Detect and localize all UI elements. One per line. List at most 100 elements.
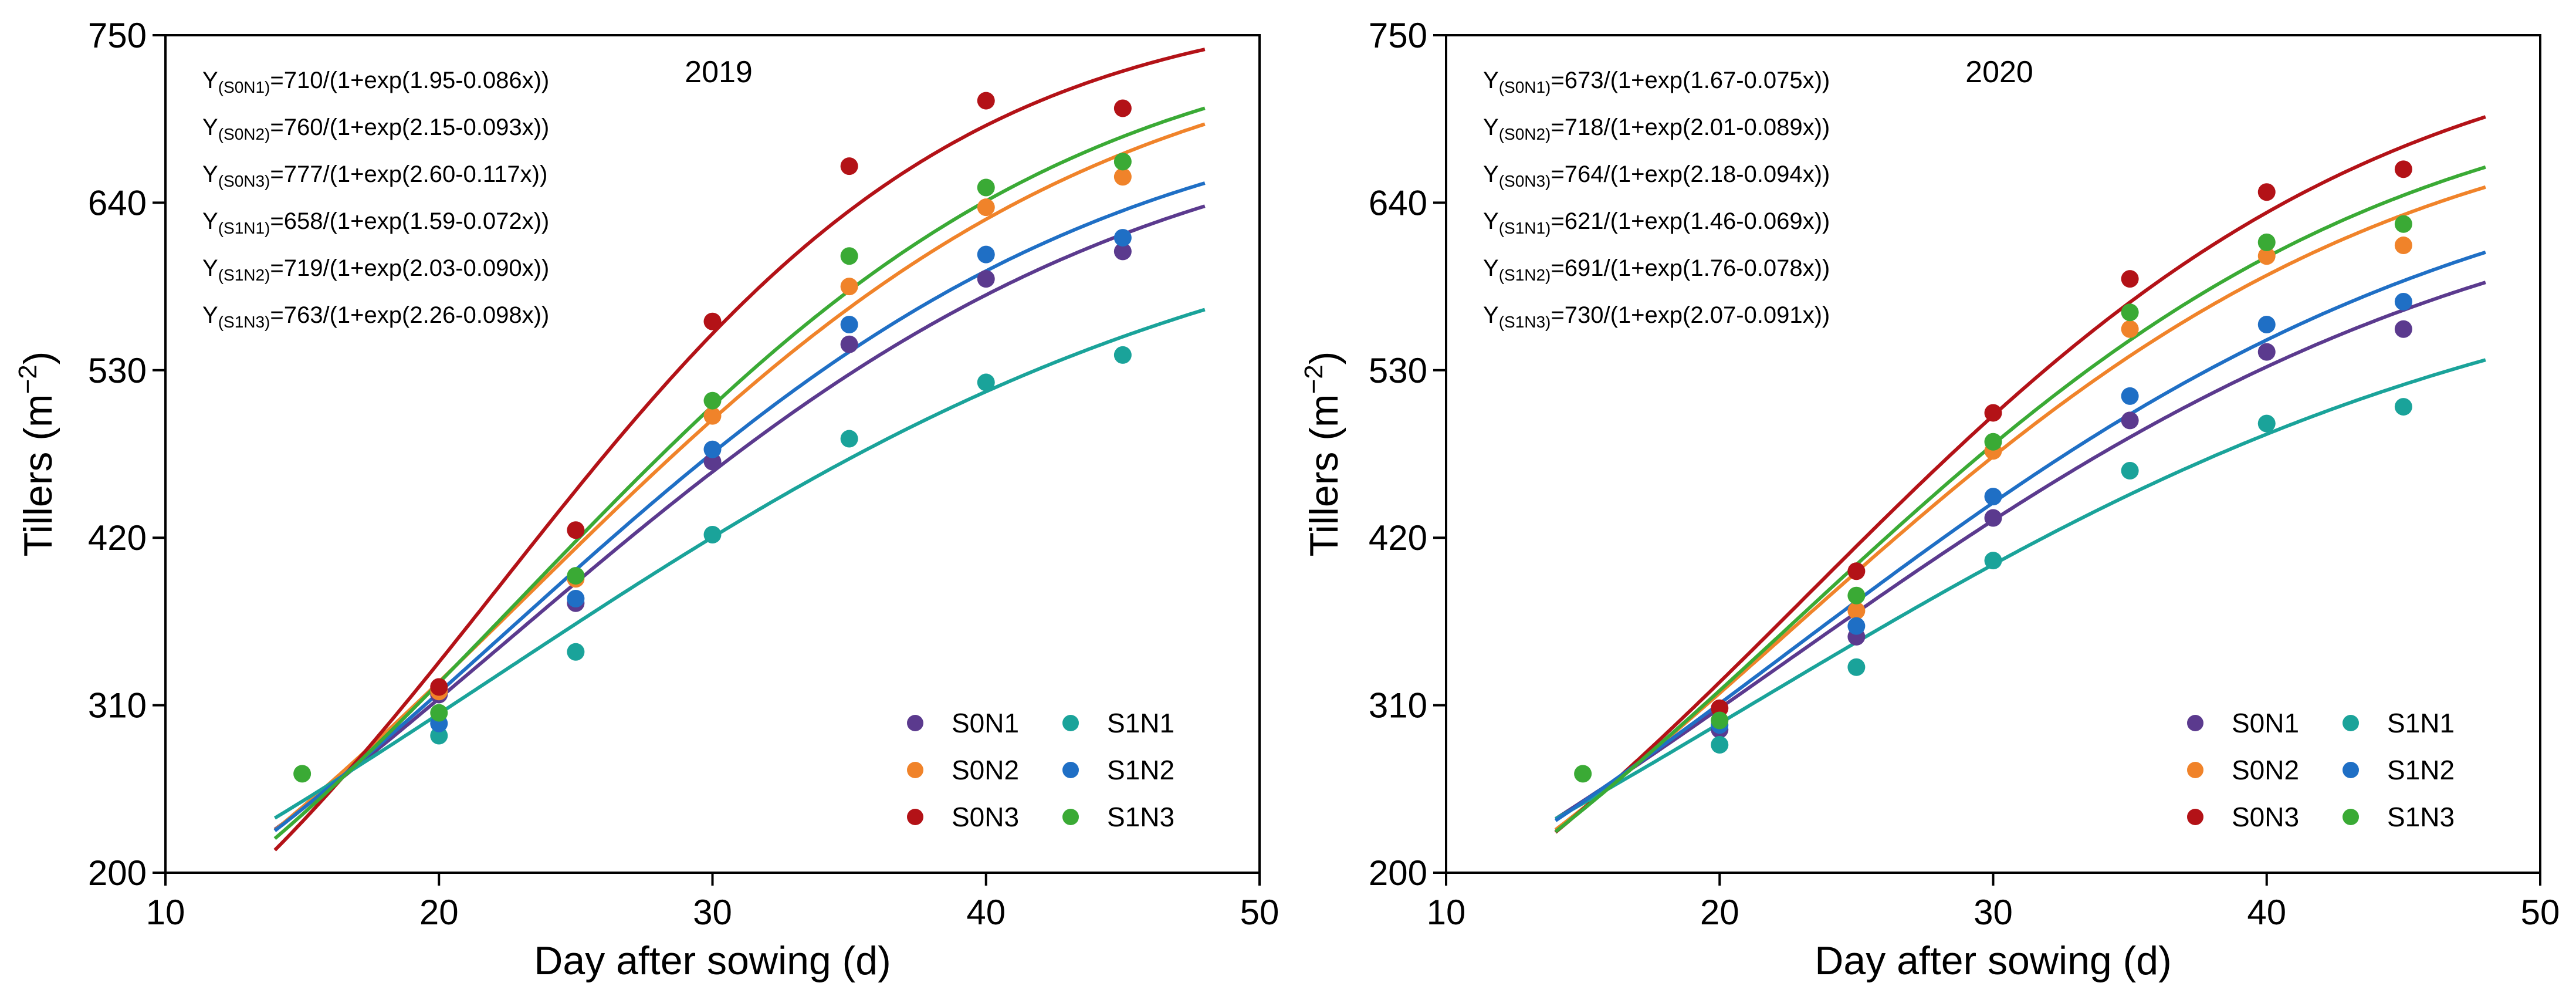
model-equation: Y(S0N3)=764/(1+exp(2.18-0.094x)) <box>1483 161 1830 190</box>
data-point-S1N2-35 <box>2121 387 2139 405</box>
data-point-S0N1-45 <box>1113 242 1132 261</box>
x-tick-label: 40 <box>2247 893 2286 932</box>
model-equation: Y(S0N1)=710/(1+exp(1.95-0.086x)) <box>202 67 549 96</box>
data-point-S1N1-20 <box>1711 736 1729 754</box>
data-point-S1N1-20 <box>430 727 448 745</box>
legend-label-S0N2: S0N2 <box>2232 755 2299 785</box>
y-tick-label: 310 <box>88 686 147 725</box>
data-point-S1N2-25 <box>1847 617 1866 635</box>
data-point-S0N3-25 <box>567 521 585 539</box>
y-tick-label: 530 <box>88 351 147 390</box>
model-equation: Y(S1N3)=730/(1+exp(2.07-0.091x)) <box>1483 302 1830 331</box>
legend-label-S1N1: S1N1 <box>2387 708 2455 738</box>
data-point-S1N3-40 <box>977 178 995 197</box>
chart-title: 2019 <box>685 55 753 89</box>
y-axis-title: Tillers (m−2) <box>1299 352 1346 557</box>
data-point-S1N3-15 <box>293 765 312 783</box>
legend-label-S1N3: S1N3 <box>1107 802 1174 832</box>
data-point-S0N2-35 <box>840 278 858 296</box>
data-point-S0N3-30 <box>703 312 722 330</box>
legend-marker-S0N1 <box>2187 715 2203 731</box>
data-point-S0N3-30 <box>1984 404 2002 422</box>
legend-marker-S0N3 <box>907 809 923 825</box>
legend-marker-S0N1 <box>907 715 923 731</box>
data-point-S0N3-45 <box>2394 160 2412 178</box>
data-point-S0N2-35 <box>2121 320 2139 338</box>
fit-curve-S0N2 <box>1554 185 2486 832</box>
data-point-S0N2-25 <box>1847 602 1866 620</box>
chart-panel-2020: 10 20 30 40 50 200 310 420 530 640 750 Day after so… <box>1299 16 2560 983</box>
x-axis-title: Day after sowing (d) <box>1815 938 2171 983</box>
data-point-S0N2-45 <box>2394 237 2412 255</box>
legend-label-S1N1: S1N1 <box>1107 708 1174 738</box>
model-equation: Y(S1N2)=719/(1+exp(2.03-0.090x)) <box>202 255 549 284</box>
data-point-S1N1-35 <box>840 430 858 448</box>
legend-label-S1N3: S1N3 <box>2387 802 2455 832</box>
legend-marker-S0N3 <box>2187 809 2203 825</box>
fit-curve-S1N1 <box>1555 358 2486 820</box>
legend-label-S0N3: S0N3 <box>2232 802 2299 832</box>
data-point-S1N2-45 <box>2394 293 2412 311</box>
data-point-S0N3-35 <box>2121 270 2139 288</box>
data-point-S1N2-40 <box>977 245 995 264</box>
data-point-S1N3-30 <box>703 391 722 410</box>
data-point-S1N1-40 <box>977 373 995 391</box>
legend-marker-S1N1 <box>1062 715 1079 731</box>
data-point-S1N2-45 <box>1113 229 1132 247</box>
data-point-S1N2-40 <box>2257 315 2276 333</box>
data-point-S0N2-45 <box>1113 168 1132 186</box>
data-point-S1N2-30 <box>1984 488 2002 506</box>
data-point-S0N3-25 <box>1847 562 1866 580</box>
data-point-S1N3-25 <box>567 567 585 585</box>
fit-curve-S0N1 <box>1554 281 2486 820</box>
y-tick-label: 420 <box>1369 518 1427 558</box>
model-equation: Y(S1N1)=658/(1+exp(1.59-0.072x)) <box>202 208 549 237</box>
data-point-S1N3-40 <box>2257 233 2276 251</box>
data-point-S0N2-40 <box>2257 247 2276 265</box>
x-tick-label: 40 <box>966 893 1006 932</box>
x-tick-label: 30 <box>693 893 732 932</box>
y-axis-title: Tillers (m−2) <box>13 352 60 557</box>
x-tick-label: 50 <box>1240 893 1279 932</box>
data-point-S1N2-35 <box>840 315 858 333</box>
legend-label-S1N2: S1N2 <box>2387 755 2455 785</box>
data-point-S0N1-40 <box>977 270 995 288</box>
y-tick-label: 420 <box>88 518 147 558</box>
legend-marker-S1N1 <box>2343 715 2359 731</box>
data-point-S1N3-45 <box>2394 215 2412 233</box>
y-tick-label: 750 <box>88 16 147 55</box>
x-tick-label: 10 <box>146 893 185 932</box>
data-point-S0N1-40 <box>2257 343 2276 361</box>
legend-label-S0N3: S0N3 <box>952 802 1019 832</box>
data-point-S1N3-45 <box>1113 153 1132 171</box>
data-point-S1N1-45 <box>1113 346 1132 364</box>
legend-label-S0N2: S0N2 <box>952 755 1019 785</box>
data-point-S1N3-20 <box>430 704 448 722</box>
y-tick-label: 310 <box>1369 686 1427 725</box>
data-point-S1N1-35 <box>2121 462 2139 480</box>
data-point-S1N3-25 <box>1847 586 1866 604</box>
data-point-S1N2-30 <box>703 440 722 458</box>
fit-curve-S0N3 <box>1554 115 2486 834</box>
y-tick-label: 750 <box>1369 16 1427 55</box>
x-tick-label: 10 <box>1427 893 1466 932</box>
fit-curve-S1N3 <box>273 106 1206 840</box>
y-tick-label: 640 <box>1369 183 1427 222</box>
data-point-S0N1-30 <box>1984 509 2002 527</box>
data-point-S0N3-40 <box>2257 183 2276 201</box>
x-tick-label: 20 <box>1700 893 1739 932</box>
data-point-S1N3-35 <box>2121 303 2139 322</box>
data-point-S1N1-30 <box>1984 552 2002 570</box>
legend-marker-S1N3 <box>1062 809 1079 825</box>
legend-label-S0N1: S0N1 <box>2232 708 2299 738</box>
model-equation: Y(S1N1)=621/(1+exp(1.46-0.069x)) <box>1483 208 1830 237</box>
data-point-S1N1-40 <box>2257 414 2276 433</box>
data-point-S1N3-15 <box>1574 765 1592 783</box>
fit-curve-S1N2 <box>1554 250 2486 822</box>
legend-marker-S0N2 <box>2187 762 2203 778</box>
model-equation: Y(S0N2)=718/(1+exp(2.01-0.089x)) <box>1483 114 1830 143</box>
data-point-S1N1-25 <box>1847 658 1866 676</box>
data-point-S0N3-40 <box>977 92 995 110</box>
fit-curve-S1N1 <box>273 308 1206 820</box>
x-axis-title: Day after sowing (d) <box>534 938 891 983</box>
